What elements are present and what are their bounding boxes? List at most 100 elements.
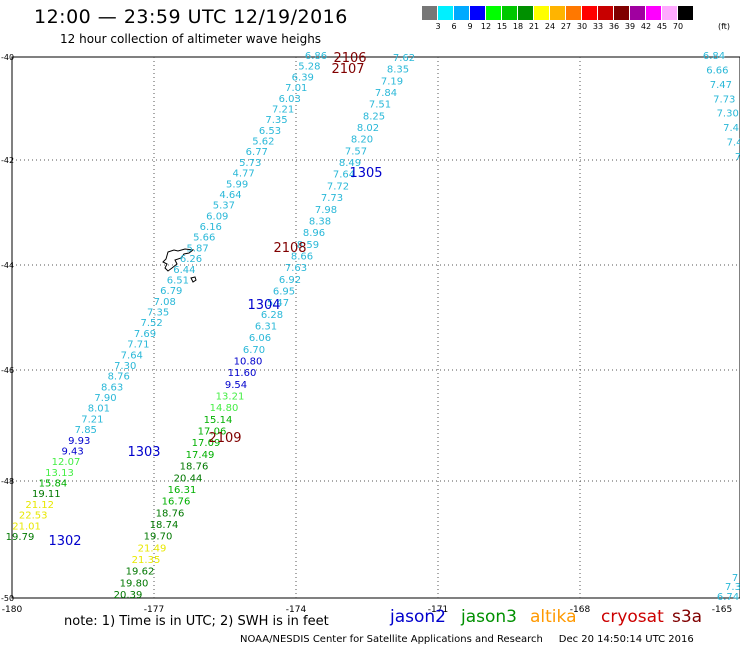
lon-tick-label: -177 xyxy=(144,605,164,615)
wave-height-value: 7.69 xyxy=(134,329,156,340)
wave-height-value: 6.86 xyxy=(305,51,327,62)
wave-height-value: 18.76 xyxy=(180,462,209,473)
legend-swatch xyxy=(550,6,566,20)
wave-height-value: 7.85 xyxy=(75,425,97,436)
satellite-label-altika: altika xyxy=(530,607,577,627)
wave-height-value: 12.07 xyxy=(52,457,81,468)
legend-label: 12 xyxy=(480,22,492,31)
pass-label: 1302 xyxy=(48,534,81,549)
wave-height-value: 5.99 xyxy=(226,179,248,190)
wave-height-value: 16.31 xyxy=(168,485,197,496)
legend-label: 36 xyxy=(608,22,620,31)
wave-height-value: 8.20 xyxy=(351,135,373,146)
wave-height-value: 8.01 xyxy=(88,404,110,415)
wave-height-value: 7.35 xyxy=(147,308,169,319)
legend-swatch xyxy=(662,6,678,20)
wave-height-value: 6.31 xyxy=(255,322,277,333)
legend-swatch xyxy=(614,6,630,20)
lon-tick-label: -180 xyxy=(2,605,23,615)
legend-unit: (ft) xyxy=(717,22,731,31)
wave-height-value: 8.66 xyxy=(291,252,313,263)
island-shape xyxy=(162,248,195,272)
wave-height-value: 7.90 xyxy=(94,393,116,404)
legend-label: 18 xyxy=(512,22,524,31)
pass-label: 2108 xyxy=(273,241,306,256)
wave-height-value: 5.47 xyxy=(267,298,289,309)
legend-swatch xyxy=(566,6,582,20)
wave-height-value: 8.35 xyxy=(387,65,409,76)
axis-labels: -40 -42 -44 -46 -48 -50 -180 -177 -174 -171 -168 -1… xyxy=(1,53,732,615)
pass-label: 2106 xyxy=(333,51,366,66)
wave-height-value: 17.49 xyxy=(186,450,215,461)
wave-height-value: 4.64 xyxy=(219,190,241,201)
wave-height-value: 7.73 xyxy=(321,193,343,204)
wave-height-value: 6.77 xyxy=(246,147,268,158)
legend-swatch xyxy=(646,6,662,20)
wave-height-value: 5.73 xyxy=(239,158,261,169)
legend-swatch xyxy=(630,6,646,20)
wave-height-value: 5.87 xyxy=(186,243,208,254)
wave-height-value: 22.53 xyxy=(19,511,48,522)
legend-swatch xyxy=(582,6,598,20)
wave-height-value: 7.63 xyxy=(285,263,307,274)
legend-label: 24 xyxy=(544,22,556,31)
wave-height-value: 13.13 xyxy=(45,468,74,479)
wave-height-value: 7.35 xyxy=(265,115,287,126)
wave-height-value: 21.12 xyxy=(25,500,54,511)
map-grid xyxy=(12,57,740,598)
lat-tick-label: -46 xyxy=(1,366,14,375)
footer-note: note: 1) Time is in UTC; 2) SWH is in fe… xyxy=(64,614,329,629)
credit-line: NOAA/NESDIS Center for Satellite Applica… xyxy=(240,634,694,645)
wave-height-value: 7.4 xyxy=(727,138,740,149)
wave-height-value: 7.3 xyxy=(725,582,740,593)
pass-label: 1303 xyxy=(127,445,160,460)
wave-height-value: 13.21 xyxy=(216,392,245,403)
wave-height-value: 8.49 xyxy=(339,158,361,169)
legend-label: 9 xyxy=(467,22,473,31)
wave-height-value: 19.62 xyxy=(126,567,155,578)
wave-height-value: 7.72 xyxy=(327,181,349,192)
wave-height-value: 7.21 xyxy=(272,104,294,115)
lon-tick-label: -165 xyxy=(712,605,732,615)
map-frame xyxy=(11,56,740,599)
wave-height-value: 6.66 xyxy=(706,65,728,76)
wave-height-value: 19.11 xyxy=(32,489,61,500)
wave-height-value: 6.95 xyxy=(273,287,295,298)
wave-height-value: 7.30 xyxy=(114,361,136,372)
wave-height-value: 21.01 xyxy=(12,521,41,532)
wave-height-value: 7.84 xyxy=(375,88,397,99)
wave-height-value: 7 xyxy=(732,573,738,584)
wave-height-value: 14.80 xyxy=(210,403,239,414)
satellite-label-cryosat: cryosat xyxy=(601,607,664,627)
wave-height-value: 19.80 xyxy=(120,578,149,589)
island-outline xyxy=(162,248,197,283)
legend-label: 6 xyxy=(451,22,457,31)
wave-height-value: 21.35 xyxy=(132,555,161,566)
pass-label: 1305 xyxy=(349,166,382,181)
legend-label: 33 xyxy=(592,22,604,31)
wave-height-value: 11.60 xyxy=(228,368,257,379)
wave-height-value: 7.51 xyxy=(369,100,391,111)
legend-label: 15 xyxy=(496,22,508,31)
wave-height-value: 7.21 xyxy=(81,414,103,425)
legend-swatch xyxy=(454,6,470,20)
wave-height-value: 6.79 xyxy=(160,286,182,297)
lon-tick-label: -174 xyxy=(286,605,307,615)
legend-swatch xyxy=(502,6,518,20)
wave-height-value: 19.70 xyxy=(144,532,173,543)
wave-height-value: 7.71 xyxy=(127,340,149,351)
legend-label: 45 xyxy=(656,22,668,31)
pass-label: 2107 xyxy=(331,62,364,77)
legend-swatch xyxy=(486,6,502,20)
wave-height-value: 6.26 xyxy=(180,254,202,265)
wave-height-value: 7.98 xyxy=(315,205,337,216)
satellite-label-jason3: jason3 xyxy=(461,607,517,627)
wave-height-value: 10.80 xyxy=(234,357,263,368)
pass-label: 2109 xyxy=(208,431,241,446)
wave-height-value: 7.08 xyxy=(154,297,176,308)
wave-height-value: 8.25 xyxy=(363,111,385,122)
wave-height-value: 8.63 xyxy=(101,382,123,393)
legend-labels: 3 6 9 12 15 18 21 24 27 30 33 36 39 42 45 70 (ft) xyxy=(422,22,740,34)
